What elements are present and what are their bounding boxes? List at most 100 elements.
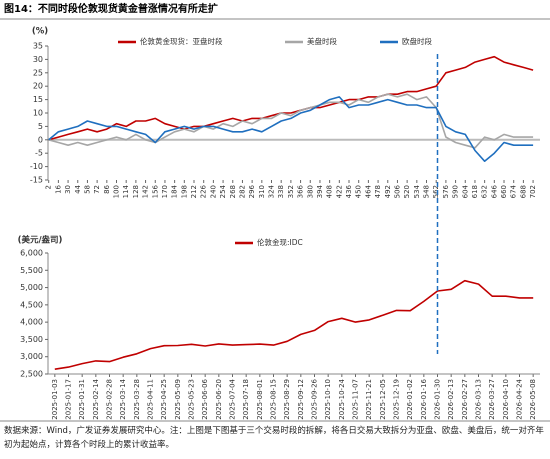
x-tick-label: 646	[490, 184, 498, 198]
x-tick-label: 2025-01-03	[51, 379, 59, 420]
y-tick-label: 4,000	[20, 318, 43, 327]
y-tick-label: -5	[35, 149, 43, 158]
legend-label: 美盘时段	[307, 36, 337, 46]
x-tick-label: 184	[171, 184, 179, 198]
x-tick-label: 506	[393, 184, 401, 198]
x-tick-label: 156	[151, 184, 159, 198]
y-tick-label: 5,000	[20, 283, 43, 292]
x-tick-label: 198	[180, 185, 188, 198]
y-tick-label: 20	[33, 82, 43, 91]
x-tick-label: 422	[335, 185, 343, 198]
source-note: 数据来源：Wind，广发证券发展研究中心。注：上图是下图基于三个交易时段的拆解，…	[4, 426, 544, 450]
x-tick-label: 2026-03-13	[475, 379, 483, 420]
y-axis-label: (%)	[32, 27, 48, 37]
y-tick-label: 3,000	[20, 352, 43, 361]
legend-label: 伦敦金现:IDC	[257, 237, 303, 247]
x-tick-label: 2025-06-06	[201, 378, 209, 419]
x-tick-label: 2025-02-28	[106, 379, 114, 420]
y-tick-label: 10	[33, 109, 43, 118]
x-tick-label: 72	[93, 185, 101, 194]
x-tick-label: 2025-04-11	[147, 379, 155, 420]
x-tick-label: 464	[364, 184, 372, 198]
x-tick-label: 170	[161, 185, 169, 198]
x-tick-label: 632	[481, 185, 489, 198]
x-tick-label: 492	[384, 185, 392, 198]
x-tick-label: 352	[287, 185, 295, 198]
x-tick-label: 2026-02-27	[461, 379, 469, 420]
x-tick-label: 100	[113, 185, 121, 198]
x-tick-label: 86	[103, 184, 111, 193]
x-tick-label: 562	[432, 185, 440, 198]
chart-title: 图14：不同时段伦敦现货黄金普涨情况有所走扩	[4, 2, 218, 15]
series-line	[48, 93, 534, 149]
x-tick-label: 58	[83, 185, 91, 194]
y-tick-label: 30	[33, 55, 43, 64]
x-tick-label: 2025-05-09	[174, 379, 182, 420]
x-tick-label: 2025-07-04	[229, 378, 237, 419]
x-tick-label: 576	[442, 184, 450, 198]
y-tick-label: 0	[38, 135, 43, 144]
y-tick-label: 3,500	[20, 335, 43, 344]
x-tick-label: 2026-05-08	[529, 379, 537, 420]
x-tick-label: 2025-11-07	[352, 379, 360, 420]
y-tick-label: 15	[33, 95, 43, 104]
x-tick-label: 2025-03-28	[133, 379, 141, 420]
x-tick-label: 534	[413, 184, 421, 198]
x-tick-label: 2026-01-16	[420, 378, 428, 419]
x-tick-label: 2025-07-18	[242, 379, 250, 420]
x-tick-label: 2025-01-31	[78, 379, 86, 420]
y-tick-label: -15	[30, 176, 43, 185]
x-tick-label: 282	[238, 185, 246, 198]
x-tick-label: 2025-09-26	[311, 378, 319, 419]
y-tick-label: 5,500	[20, 266, 43, 275]
legend-label: 伦敦黄金现货：亚盘时段	[140, 36, 223, 46]
series-line	[54, 279, 534, 370]
y-axis-label: (美元/盎司)	[18, 235, 63, 246]
x-tick-label: 2025-08-01	[256, 379, 264, 420]
x-tick-label: 2025-11-21	[365, 379, 373, 420]
x-tick-label: 2026-01-02	[406, 379, 414, 420]
x-tick-label: 2025-02-14	[92, 378, 100, 419]
x-tick-label: 2025-10-10	[324, 379, 332, 420]
x-tick-label: 2025-04-25	[160, 379, 168, 420]
x-tick-label: 618	[471, 185, 479, 198]
y-tick-label: 25	[33, 68, 43, 77]
series-line	[48, 96, 534, 162]
x-tick-label: 268	[229, 185, 237, 198]
x-tick-label: 240	[209, 185, 217, 198]
x-tick-label: 30	[64, 185, 72, 194]
x-tick-label: 394	[316, 184, 324, 198]
x-tick-label: 2025-10-24	[338, 378, 346, 419]
x-tick-label: 2	[45, 185, 53, 189]
x-tick-label: 44	[74, 184, 82, 193]
x-tick-label: 310	[258, 185, 266, 198]
x-tick-label: 2026-03-27	[488, 379, 496, 420]
x-tick-label: 226	[200, 184, 208, 198]
x-tick-label: 590	[452, 185, 460, 198]
x-tick-label: 338	[277, 185, 285, 198]
x-tick-label: 2025-06-20	[215, 379, 223, 420]
x-tick-label: 16	[54, 184, 62, 193]
x-tick-label: 702	[529, 185, 537, 198]
x-tick-label: 296	[248, 184, 256, 198]
x-tick-label: 660	[500, 185, 508, 198]
x-tick-label: 520	[403, 185, 411, 198]
y-tick-label: 35	[33, 42, 43, 51]
y-tick-label: 2,500	[20, 370, 43, 379]
y-tick-label: 5	[38, 122, 43, 131]
x-tick-label: 2026-02-13	[447, 379, 455, 420]
x-tick-label: 2025-08-15	[270, 379, 278, 420]
x-tick-label: 380	[306, 185, 314, 198]
x-tick-label: 212	[190, 185, 198, 198]
x-tick-label: 142	[142, 185, 150, 198]
x-tick-label: 2025-05-23	[188, 379, 196, 420]
x-tick-label: 2025-12-05	[379, 379, 387, 420]
x-tick-label: 2025-12-19	[393, 379, 401, 420]
legend-label: 欧盘时段	[402, 36, 432, 46]
x-tick-label: 450	[355, 185, 363, 198]
x-tick-label: 604	[461, 184, 469, 198]
x-tick-label: 128	[132, 185, 140, 198]
x-tick-label: 2025-01-17	[65, 379, 73, 420]
y-tick-label: 6,000	[20, 249, 43, 258]
